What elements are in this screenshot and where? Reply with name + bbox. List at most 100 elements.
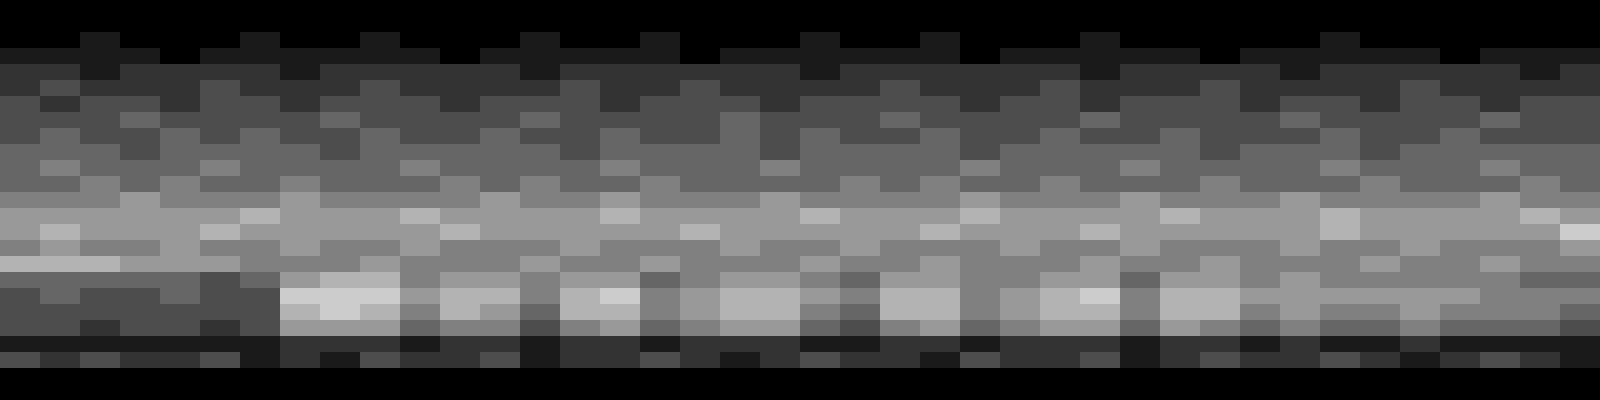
cell bbox=[640, 32, 681, 49]
cell bbox=[800, 192, 841, 209]
cell bbox=[560, 64, 601, 81]
cell bbox=[680, 304, 721, 321]
cell bbox=[1320, 176, 1361, 193]
cell bbox=[760, 288, 801, 305]
cell bbox=[120, 368, 161, 385]
cell bbox=[1400, 176, 1441, 193]
cell bbox=[1520, 160, 1561, 177]
cell bbox=[1160, 0, 1201, 17]
cell bbox=[840, 176, 881, 193]
cell bbox=[920, 304, 961, 321]
cell bbox=[240, 368, 281, 385]
cell bbox=[520, 160, 561, 177]
cell bbox=[1280, 336, 1321, 353]
cell bbox=[960, 80, 1001, 97]
cell bbox=[0, 256, 41, 273]
cell bbox=[1400, 208, 1441, 225]
cell bbox=[400, 16, 441, 33]
cell bbox=[720, 384, 761, 400]
cell bbox=[760, 16, 801, 33]
cell bbox=[720, 16, 761, 33]
cell bbox=[1240, 48, 1281, 65]
cell bbox=[1280, 272, 1321, 289]
cell bbox=[360, 272, 401, 289]
cell bbox=[1560, 304, 1600, 321]
cell bbox=[440, 256, 481, 273]
cell bbox=[120, 208, 161, 225]
cell bbox=[1320, 160, 1361, 177]
cell bbox=[320, 80, 361, 97]
cell bbox=[680, 176, 721, 193]
cell bbox=[40, 240, 81, 257]
cell bbox=[960, 240, 1001, 257]
cell bbox=[1000, 112, 1041, 129]
cell bbox=[1560, 352, 1600, 369]
cell bbox=[640, 192, 681, 209]
cell bbox=[1440, 208, 1481, 225]
cell bbox=[40, 304, 81, 321]
cell bbox=[1400, 0, 1441, 17]
cell bbox=[840, 192, 881, 209]
cell bbox=[200, 224, 241, 241]
cell bbox=[480, 16, 521, 33]
cell bbox=[720, 304, 761, 321]
cell bbox=[640, 384, 681, 400]
cell bbox=[600, 80, 641, 97]
cell bbox=[1040, 224, 1081, 241]
cell bbox=[80, 304, 121, 321]
cell bbox=[160, 336, 201, 353]
cell bbox=[320, 48, 361, 65]
cell bbox=[1440, 192, 1481, 209]
cell bbox=[0, 16, 41, 33]
cell bbox=[1560, 272, 1600, 289]
cell bbox=[1400, 64, 1441, 81]
cell bbox=[80, 0, 121, 17]
cell bbox=[560, 144, 601, 161]
cell bbox=[1400, 304, 1441, 321]
cell bbox=[1200, 240, 1241, 257]
cell bbox=[1440, 128, 1481, 145]
cell bbox=[400, 64, 441, 81]
cell bbox=[640, 320, 681, 337]
cell bbox=[1440, 256, 1481, 273]
cell bbox=[80, 16, 121, 33]
cell bbox=[1040, 144, 1081, 161]
cell bbox=[840, 160, 881, 177]
cell bbox=[720, 224, 761, 241]
cell bbox=[1080, 320, 1121, 337]
cell bbox=[200, 288, 241, 305]
cell bbox=[280, 240, 321, 257]
cell bbox=[1040, 336, 1081, 353]
cell bbox=[280, 160, 321, 177]
cell bbox=[920, 144, 961, 161]
cell bbox=[760, 160, 801, 177]
cell bbox=[440, 0, 481, 17]
cell bbox=[1560, 96, 1600, 113]
cell bbox=[1040, 160, 1081, 177]
cell bbox=[960, 384, 1001, 400]
cell bbox=[760, 256, 801, 273]
cell bbox=[400, 240, 441, 257]
cell bbox=[1240, 64, 1281, 81]
cell bbox=[560, 16, 601, 33]
cell bbox=[200, 48, 241, 65]
cell bbox=[640, 224, 681, 241]
cell bbox=[1520, 112, 1561, 129]
cell bbox=[1520, 336, 1561, 353]
cell bbox=[160, 304, 201, 321]
cell bbox=[0, 336, 41, 353]
cell bbox=[200, 128, 241, 145]
cell bbox=[280, 368, 321, 385]
cell bbox=[440, 80, 481, 97]
cell bbox=[1200, 32, 1241, 49]
cell bbox=[1080, 144, 1121, 161]
cell bbox=[1160, 304, 1201, 321]
cell bbox=[920, 176, 961, 193]
cell bbox=[160, 112, 201, 129]
cell bbox=[880, 352, 921, 369]
cell bbox=[1320, 64, 1361, 81]
cell bbox=[40, 0, 81, 17]
cell bbox=[1320, 112, 1361, 129]
cell bbox=[680, 352, 721, 369]
cell bbox=[200, 384, 241, 400]
